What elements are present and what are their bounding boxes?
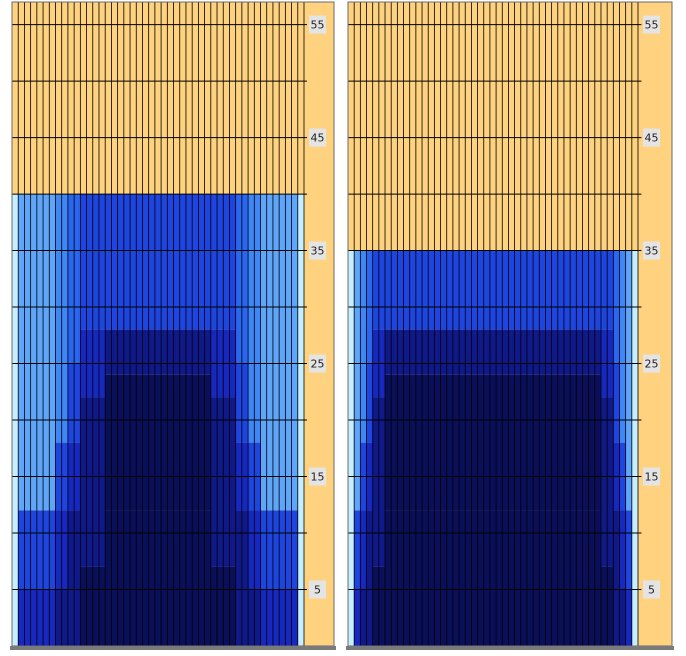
tick-label-strip — [638, 2, 672, 646]
heat-band — [613, 363, 620, 443]
left-heatmap: 5 15 25 35 45 55 — [10, 1, 336, 650]
heat-band — [619, 250, 626, 443]
heat-band — [631, 250, 638, 646]
heat-band — [385, 329, 601, 375]
heat-band — [613, 510, 620, 590]
y-tick-45: 45 — [643, 128, 660, 147]
y-tick-label: 5 — [648, 584, 655, 597]
heat-band — [354, 250, 361, 511]
tick-label-strip — [304, 2, 334, 646]
y-tick-5: 5 — [309, 580, 326, 599]
y-tick-label: 55 — [645, 19, 659, 32]
heat-band — [366, 589, 373, 646]
heat-band — [625, 589, 632, 646]
heat-band — [619, 589, 626, 646]
heat-band — [105, 194, 211, 330]
heat-band — [105, 329, 211, 375]
y-tick-box — [309, 580, 326, 599]
y-tick-box — [309, 15, 326, 34]
y-tick-35: 35 — [643, 241, 660, 260]
y-tick-55: 55 — [309, 15, 326, 34]
heat-band — [366, 510, 373, 590]
heat-band — [360, 250, 367, 443]
y-tick-box — [643, 467, 660, 486]
y-tick-box — [643, 15, 660, 34]
y-tick-box — [643, 354, 660, 373]
y-tick-label: 25 — [311, 358, 325, 371]
y-tick-label: 45 — [645, 132, 659, 145]
y-tick-15: 15 — [643, 467, 660, 486]
left-heatmap-panel: 5 15 25 35 45 55 — [6, 0, 336, 656]
heat-band — [360, 589, 367, 646]
heat-band — [625, 250, 632, 511]
y-tick-45: 45 — [309, 128, 326, 147]
bottom-bar — [346, 646, 674, 650]
heat-band — [385, 250, 601, 330]
y-tick-35: 35 — [309, 241, 326, 260]
y-tick-box — [309, 128, 326, 147]
right-heatmap-panel: 5 15 25 35 45 55 — [342, 0, 678, 656]
heat-band — [625, 510, 632, 590]
y-tick-label: 35 — [311, 245, 325, 258]
heat-band — [354, 589, 361, 646]
y-tick-label: 45 — [311, 132, 325, 145]
y-tick-label: 5 — [314, 584, 321, 597]
heat-band — [105, 374, 211, 511]
heat-band — [360, 510, 367, 590]
y-tick-25: 25 — [309, 354, 326, 373]
bottom-bar — [10, 646, 336, 650]
y-tick-box — [643, 241, 660, 260]
heat-band — [354, 510, 361, 590]
y-tick-label: 35 — [645, 245, 659, 258]
y-tick-5: 5 — [643, 580, 660, 599]
y-tick-box — [309, 467, 326, 486]
y-tick-label: 55 — [311, 19, 325, 32]
heat-band — [619, 510, 626, 590]
heat-band — [385, 374, 601, 511]
y-tick-55: 55 — [643, 15, 660, 34]
y-tick-box — [309, 241, 326, 260]
y-tick-box — [643, 580, 660, 599]
heat-band — [348, 250, 355, 646]
y-tick-label: 15 — [311, 471, 325, 484]
y-tick-box — [309, 354, 326, 373]
right-heatmap: 5 15 25 35 45 55 — [346, 1, 674, 650]
y-tick-label: 25 — [645, 358, 659, 371]
y-tick-15: 15 — [309, 467, 326, 486]
y-tick-box — [643, 128, 660, 147]
y-tick-25: 25 — [643, 354, 660, 373]
heat-band — [105, 510, 211, 646]
heat-band — [366, 363, 373, 443]
y-tick-label: 15 — [645, 471, 659, 484]
heat-band — [613, 589, 620, 646]
heat-band — [385, 510, 601, 646]
